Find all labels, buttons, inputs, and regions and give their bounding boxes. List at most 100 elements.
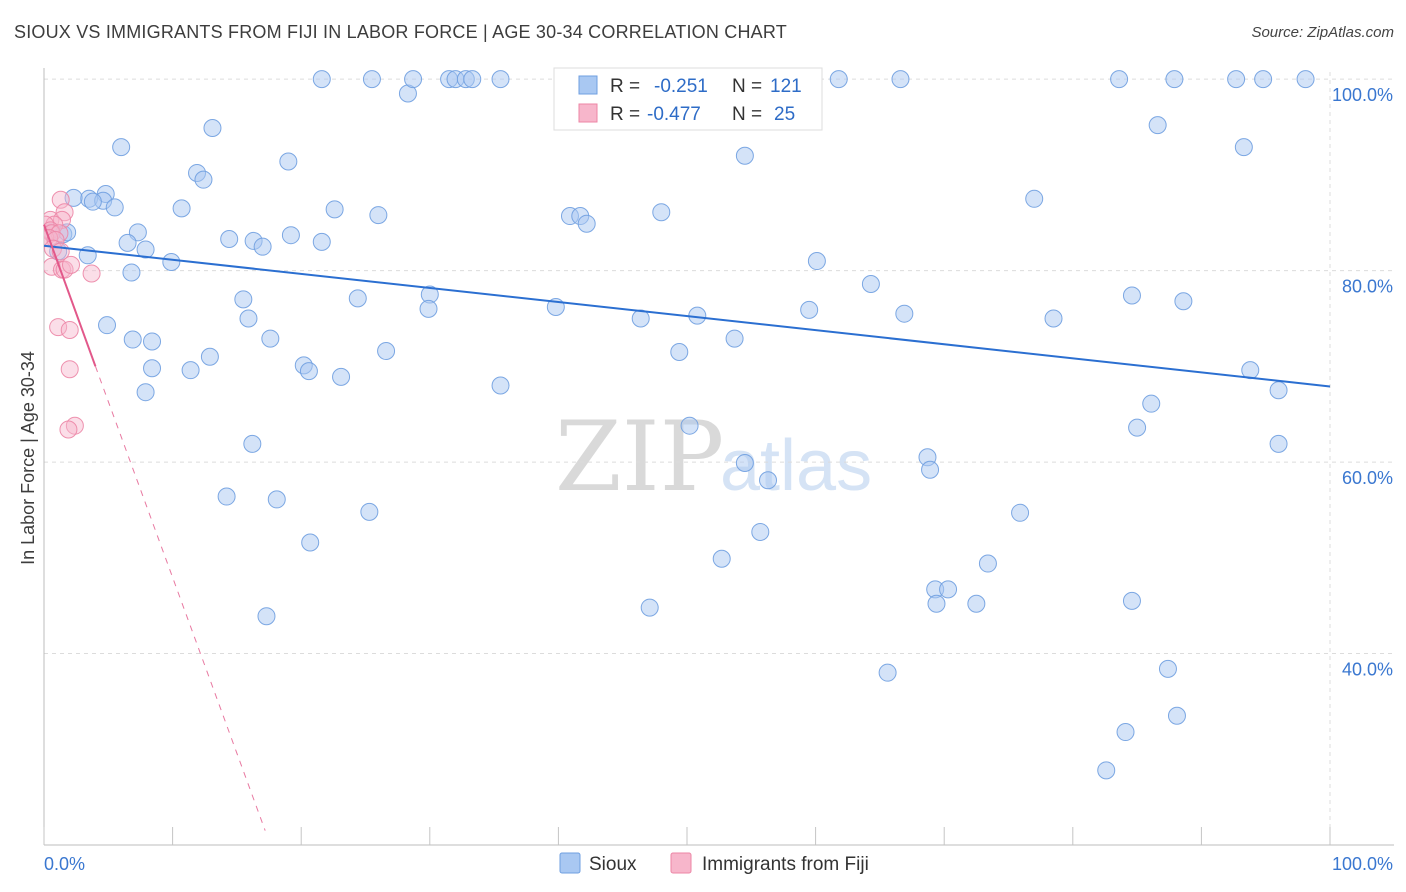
- trend-line-fiji: [43, 224, 97, 367]
- point-sioux-33: [325, 200, 344, 219]
- point-sioux-85: [136, 383, 155, 402]
- legend-r-value-sioux: -0.251: [654, 76, 708, 97]
- point-sioux-49: [281, 226, 300, 245]
- point-sioux-62: [419, 299, 438, 318]
- legend-r-label-fiji: R =: [610, 104, 640, 125]
- point-sioux-21: [735, 146, 754, 165]
- point-sioux-115: [1097, 761, 1116, 780]
- point-sioux-56: [861, 275, 880, 294]
- point-sioux-99: [1011, 503, 1030, 522]
- y-tick-label-80: 80.0%: [1342, 277, 1393, 297]
- point-sioux-109: [640, 598, 659, 617]
- point-sioux-94: [735, 454, 754, 473]
- point-sioux-80: [143, 359, 162, 378]
- point-sioux-45: [136, 240, 155, 259]
- x-tick-label-100: 100.0%: [1332, 854, 1393, 874]
- point-fiji-21: [60, 360, 79, 379]
- legend-n-label-sioux: N =: [732, 76, 762, 97]
- point-sioux-81: [181, 361, 200, 380]
- point-sioux-84: [491, 376, 510, 395]
- point-sioux-74: [725, 329, 744, 348]
- point-sioux-77: [200, 347, 219, 366]
- point-sioux-53: [162, 252, 181, 271]
- point-sioux-102: [712, 549, 731, 568]
- point-sioux-38: [652, 203, 671, 222]
- legend-n-label-fiji: N =: [732, 104, 762, 125]
- point-sioux-54: [807, 252, 826, 271]
- legend-swatch-fiji: [578, 103, 598, 123]
- point-sioux-75: [377, 342, 396, 361]
- point-sioux-98: [360, 502, 379, 521]
- point-sioux-11: [829, 70, 848, 89]
- point-sioux-31: [105, 198, 124, 217]
- chart-title: SIOUX VS IMMIGRANTS FROM FIJI IN LABOR F…: [14, 22, 787, 42]
- point-sioux-82: [332, 367, 351, 386]
- point-sioux-55: [122, 263, 141, 282]
- point-sioux-20: [112, 138, 131, 157]
- point-sioux-96: [217, 487, 236, 506]
- point-sioux-32: [172, 199, 191, 218]
- point-sioux-91: [1269, 434, 1288, 453]
- point-sioux-112: [878, 663, 897, 682]
- point-sioux-63: [800, 300, 819, 319]
- bottom-legend-swatch-fiji: [670, 852, 692, 874]
- point-sioux-76: [670, 342, 689, 361]
- point-sioux-72: [123, 330, 142, 349]
- point-sioux-67: [239, 309, 258, 328]
- point-sioux-48: [253, 237, 272, 256]
- point-sioux-12: [891, 70, 910, 89]
- point-sioux-61: [1174, 292, 1193, 311]
- point-sioux-13: [1110, 70, 1129, 89]
- point-sioux-15: [1227, 70, 1246, 89]
- point-sioux-17: [1296, 70, 1315, 89]
- point-sioux-110: [257, 607, 276, 626]
- point-sioux-44: [118, 233, 137, 252]
- point-sioux-65: [631, 309, 650, 328]
- legend-r-label-sioux: R =: [610, 76, 640, 97]
- point-sioux-113: [1167, 706, 1186, 725]
- y-axis-label: In Labor Force | Age 30-34: [18, 351, 38, 565]
- data-points: [44, 70, 1315, 780]
- point-fiji-18: [82, 264, 101, 283]
- point-sioux-90: [243, 434, 262, 453]
- legend-n-value-fiji: 25: [774, 104, 795, 125]
- point-sioux-105: [939, 580, 958, 599]
- point-sioux-8: [491, 70, 510, 89]
- point-sioux-7: [463, 70, 482, 89]
- point-sioux-86: [1269, 381, 1288, 400]
- point-sioux-37: [577, 214, 596, 233]
- point-sioux-59: [234, 290, 253, 309]
- point-sioux-50: [312, 232, 331, 251]
- y-tick-label-40: 40.0%: [1342, 660, 1393, 680]
- watermark-zip: ZIP: [555, 401, 724, 513]
- point-sioux-88: [680, 416, 699, 435]
- point-sioux-106: [1122, 591, 1141, 610]
- point-sioux-1: [362, 70, 381, 89]
- bottom-legend-label-fiji: Immigrants from Fiji: [702, 854, 869, 875]
- point-sioux-79: [299, 362, 318, 381]
- point-sioux-87: [1142, 394, 1161, 413]
- point-sioux-16: [1254, 70, 1273, 89]
- point-sioux-100: [751, 522, 770, 541]
- point-fiji-20: [60, 320, 79, 339]
- legend-r-value-fiji: -0.477: [647, 104, 701, 125]
- point-sioux-89: [1128, 418, 1147, 437]
- point-fiji-17: [62, 255, 81, 274]
- axes: [43, 68, 1394, 846]
- point-sioux-34: [369, 206, 388, 225]
- point-sioux-114: [1116, 723, 1135, 742]
- point-sioux-101: [301, 533, 320, 552]
- trend-lines: [43, 224, 1331, 831]
- x-tick-label-0: 0.0%: [44, 854, 85, 874]
- bottom-legend-label-sioux: Sioux: [589, 854, 637, 875]
- point-sioux-97: [267, 490, 286, 509]
- point-sioux-39: [1025, 189, 1044, 208]
- point-sioux-103: [978, 554, 997, 573]
- series-legend: Sioux Immigrants from Fiji: [559, 852, 869, 875]
- y-tick-label-100: 100.0%: [1332, 85, 1393, 105]
- point-sioux-70: [98, 316, 117, 335]
- point-sioux-108: [967, 594, 986, 613]
- point-sioux-18: [203, 118, 222, 137]
- point-sioux-23: [279, 152, 298, 171]
